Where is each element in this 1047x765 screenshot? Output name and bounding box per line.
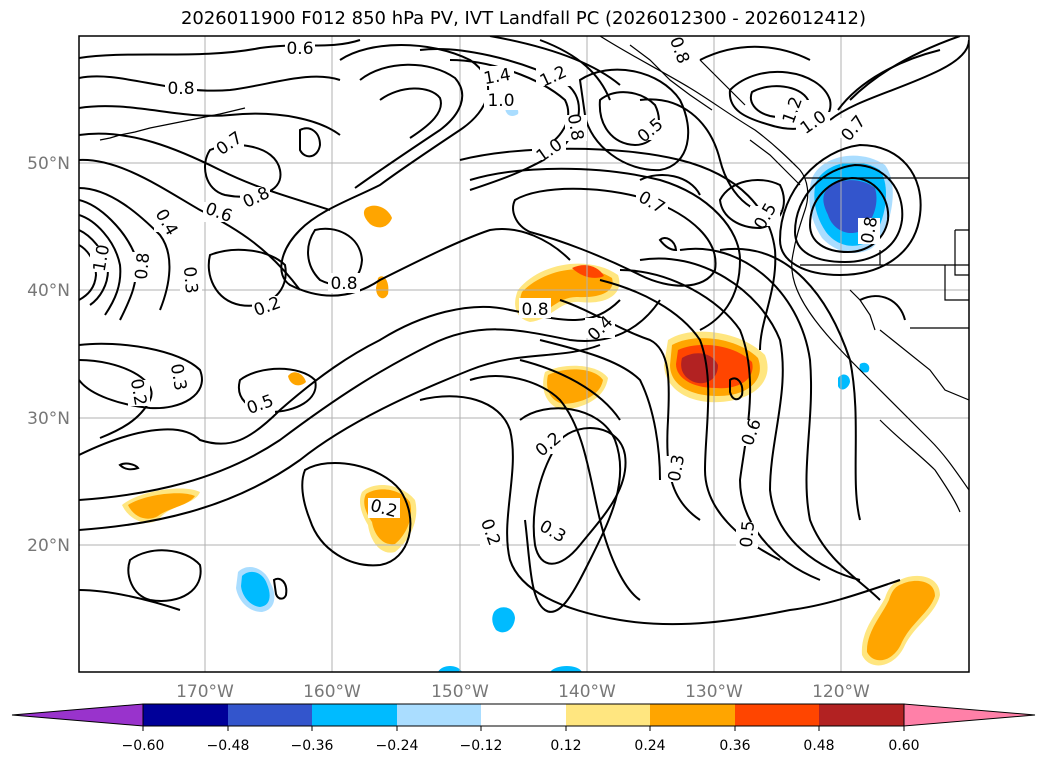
contour-label: 0.8 [167,79,194,99]
contour-label: 1.0 [90,243,114,273]
contour-label: 0.8 [521,300,548,320]
contour-label: 0.3 [179,266,201,295]
colorbar-segment [481,704,566,726]
colorbar-tick-label: 0.12 [550,738,581,754]
contour-label: 0.8 [563,112,587,142]
latitude-label: 20°N [27,536,70,556]
pc-positive-area [547,369,603,404]
colorbar-tick-label: 0.24 [634,738,665,754]
contour-label: 0.3 [665,453,689,483]
colorbar-tick-label: −0.36 [291,738,334,754]
colorbar-tick-label: −0.48 [207,738,250,754]
coastlines [99,36,969,513]
contour-label: 0.7 [837,112,870,146]
pc-positive-area [363,205,392,228]
colorbar-segment [143,704,228,726]
contour-label: 0.6 [286,39,313,59]
colorbar: −0.60 −0.48 −0.36 −0.24 −0.12 0.12 0.24 … [11,703,1036,754]
contour-label: 0.8 [132,252,154,281]
pc-positive-area [288,372,306,386]
map-frame [78,35,970,673]
pc-negative-area [438,666,462,672]
colorbar-segment [397,704,481,726]
contour-labels: 0.6 0.8 0.7 0.8 0.6 0.4 1.0 0.8 0.3 0.2 … [90,34,882,548]
colorbar-segment [819,704,904,726]
pc-negative-area [550,666,582,672]
colorbar-low-extension [11,703,144,727]
latitude-labels: 50°N 40°N 30°N 20°N [27,154,70,556]
longitude-labels: 170°W 160°W 150°W 140°W 130°W 120°W [176,682,870,702]
longitude-label: 150°W [431,682,489,702]
latitude-label: 30°N [27,409,70,429]
contour-label: 0.7 [213,128,247,160]
contour-label: 1.0 [487,91,514,111]
contour-label: 0.5 [737,520,759,549]
contour-label: 0.2 [532,428,566,461]
colorbar-tick-label: −0.12 [460,738,503,754]
colorbar-tick-label: 0.60 [888,738,919,754]
contour-label: 0.8 [330,274,357,294]
contour-label: 0.2 [126,377,150,407]
colorbar-tick-label: −0.24 [376,738,419,754]
longitude-label: 120°W [812,682,870,702]
pc-positive-area [572,265,604,278]
pc-positive-area [681,353,718,384]
colorbar-frame [142,703,905,727]
longitude-label: 170°W [176,682,234,702]
colorbar-segment [566,704,650,726]
pc-negative-area [838,374,850,390]
pv-contours [79,36,969,626]
colorbar-tick-label: 0.48 [803,738,834,754]
pc-negative-area [859,362,870,373]
colorbar-tick-marks [142,726,905,731]
colorbar-tick-label: −0.60 [122,738,165,754]
grid-lines [79,36,969,672]
contour-label: 0.8 [858,215,882,245]
contour-label: 0.4 [151,206,182,239]
colorbar-segment [228,704,312,726]
pc-positive-area [128,493,195,519]
map-title: 2026011900 F012 850 hPa PV, IVT Landfall… [180,8,867,29]
colorbar-high-extension [903,703,1036,727]
colorbar-tick-label: 0.36 [719,738,750,754]
colorbar-segment [650,704,735,726]
pc-negative-area [241,571,270,607]
pc-negative-area [492,607,515,633]
colorbar-segment [312,704,397,726]
pc-positive-area [866,580,935,661]
longitude-label: 130°W [685,682,743,702]
latitude-label: 40°N [27,281,70,301]
contour-label: 0.5 [634,114,668,147]
colorbar-segment [735,704,819,726]
latitude-label: 50°N [27,154,70,174]
contour-label: 0.3 [166,362,190,392]
longitude-label: 140°W [558,682,616,702]
longitude-label: 160°W [303,682,361,702]
contour-label: 1.4 [482,65,512,89]
